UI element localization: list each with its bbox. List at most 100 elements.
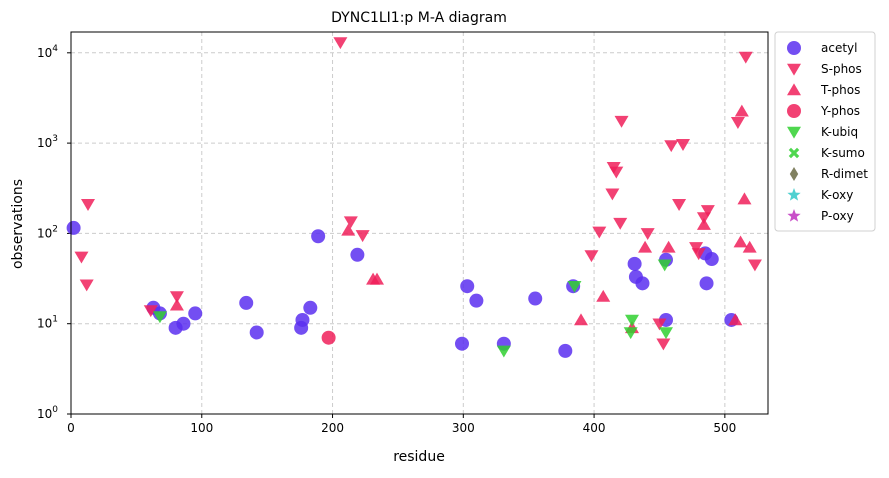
series-acetyl	[66, 220, 739, 358]
data-point	[737, 192, 752, 205]
x-tick-label: 500	[713, 421, 736, 435]
legend-item: T-phos	[787, 83, 860, 97]
data-point	[742, 240, 757, 253]
x-tick-label: 400	[583, 421, 606, 435]
y-tick-label: 101	[37, 315, 58, 331]
series-s-phos	[74, 37, 762, 351]
data-point	[66, 220, 81, 235]
data-point	[584, 250, 599, 263]
data-point	[640, 228, 655, 241]
data-point	[528, 291, 543, 306]
legend: acetyl S-phos T-phos Y-phos K-ubiq K-sumo R-di…	[774, 31, 876, 232]
y-tick-label: 102	[37, 224, 58, 240]
data-point	[659, 327, 673, 340]
legend-item: S-phos	[787, 62, 862, 76]
x-axis-label: residue	[393, 449, 445, 465]
data-point	[370, 272, 384, 285]
legend-marker	[787, 188, 801, 201]
data-point	[341, 223, 356, 236]
data-point	[691, 248, 706, 261]
data-point	[249, 325, 264, 340]
data-point	[567, 280, 582, 293]
data-point	[343, 216, 358, 229]
data-point	[689, 242, 704, 255]
data-point	[295, 312, 310, 327]
data-point	[734, 104, 749, 117]
data-point	[730, 117, 745, 129]
data-point	[311, 229, 326, 244]
data-point	[574, 313, 588, 326]
data-point	[469, 293, 484, 308]
legend-item: P-oxy	[787, 209, 854, 223]
data-point	[605, 188, 620, 201]
data-point	[652, 318, 667, 331]
legend-marker	[787, 63, 801, 76]
data-point	[661, 240, 676, 253]
data-point	[638, 240, 653, 253]
data-point	[704, 252, 719, 267]
series-t-phos	[169, 104, 757, 334]
legend-item: Y-phos	[787, 104, 860, 118]
data-point	[169, 291, 184, 304]
data-point	[321, 330, 336, 345]
grid-lines	[71, 32, 768, 414]
data-point	[657, 259, 672, 272]
series-k-ubiq	[152, 259, 673, 358]
legend-item: acetyl	[787, 41, 857, 55]
legend-item: K-sumo	[788, 146, 865, 160]
data-point	[558, 343, 573, 358]
legend-item: R-dimet	[789, 167, 868, 181]
chart-title: DYNC1LI1:p M-A diagram	[331, 10, 507, 26]
data-point	[355, 230, 370, 243]
data-point	[635, 276, 650, 291]
data-point	[79, 279, 94, 292]
data-point	[627, 256, 642, 271]
legend-marker	[787, 41, 801, 55]
data-point	[460, 279, 475, 294]
data-point	[656, 338, 671, 351]
legend-label: Y-phos	[820, 104, 860, 118]
data-point	[738, 51, 753, 64]
y-tick-label: 104	[37, 44, 58, 60]
data-point	[747, 259, 762, 272]
legend-label: P-oxy	[821, 209, 854, 223]
data-point	[614, 115, 629, 128]
data-point	[152, 311, 167, 324]
x-tick-label: 0	[67, 421, 75, 435]
x-tick-label: 100	[190, 421, 213, 435]
data-point	[700, 205, 715, 218]
data-point	[455, 336, 469, 351]
legend-label: T-phos	[820, 83, 860, 97]
legend-marker	[787, 209, 801, 222]
x-tick-label: 300	[452, 421, 475, 435]
legend-item: K-ubiq	[787, 125, 858, 139]
data-point	[623, 327, 638, 340]
data-point	[696, 218, 711, 230]
legend-label: acetyl	[821, 41, 857, 55]
x-tick-label: 200	[321, 421, 344, 435]
data-point	[143, 305, 158, 318]
data-point	[81, 199, 95, 211]
legend-frame	[774, 31, 876, 232]
legend-marker	[787, 83, 801, 96]
axis-ticks: 0 100 200 300 400 500 100 101 102 103 104	[37, 44, 736, 435]
data-point	[188, 306, 203, 321]
legend-label: S-phos	[821, 62, 862, 76]
y-axis-label: observations	[10, 179, 26, 269]
data-point	[350, 247, 365, 262]
data-point	[664, 140, 679, 153]
data-points	[66, 37, 762, 358]
plot-frame	[70, 31, 769, 415]
legend-marker	[788, 147, 800, 159]
data-point	[676, 139, 690, 151]
legend-label: K-ubiq	[821, 125, 858, 139]
data-point	[333, 37, 348, 50]
data-point	[74, 251, 89, 264]
data-point	[303, 300, 318, 315]
y-tick-label: 100	[37, 405, 58, 421]
legend-marker	[787, 126, 801, 139]
data-point	[625, 314, 639, 327]
legend-label: K-oxy	[821, 188, 853, 202]
legend-label: R-dimet	[821, 167, 868, 181]
